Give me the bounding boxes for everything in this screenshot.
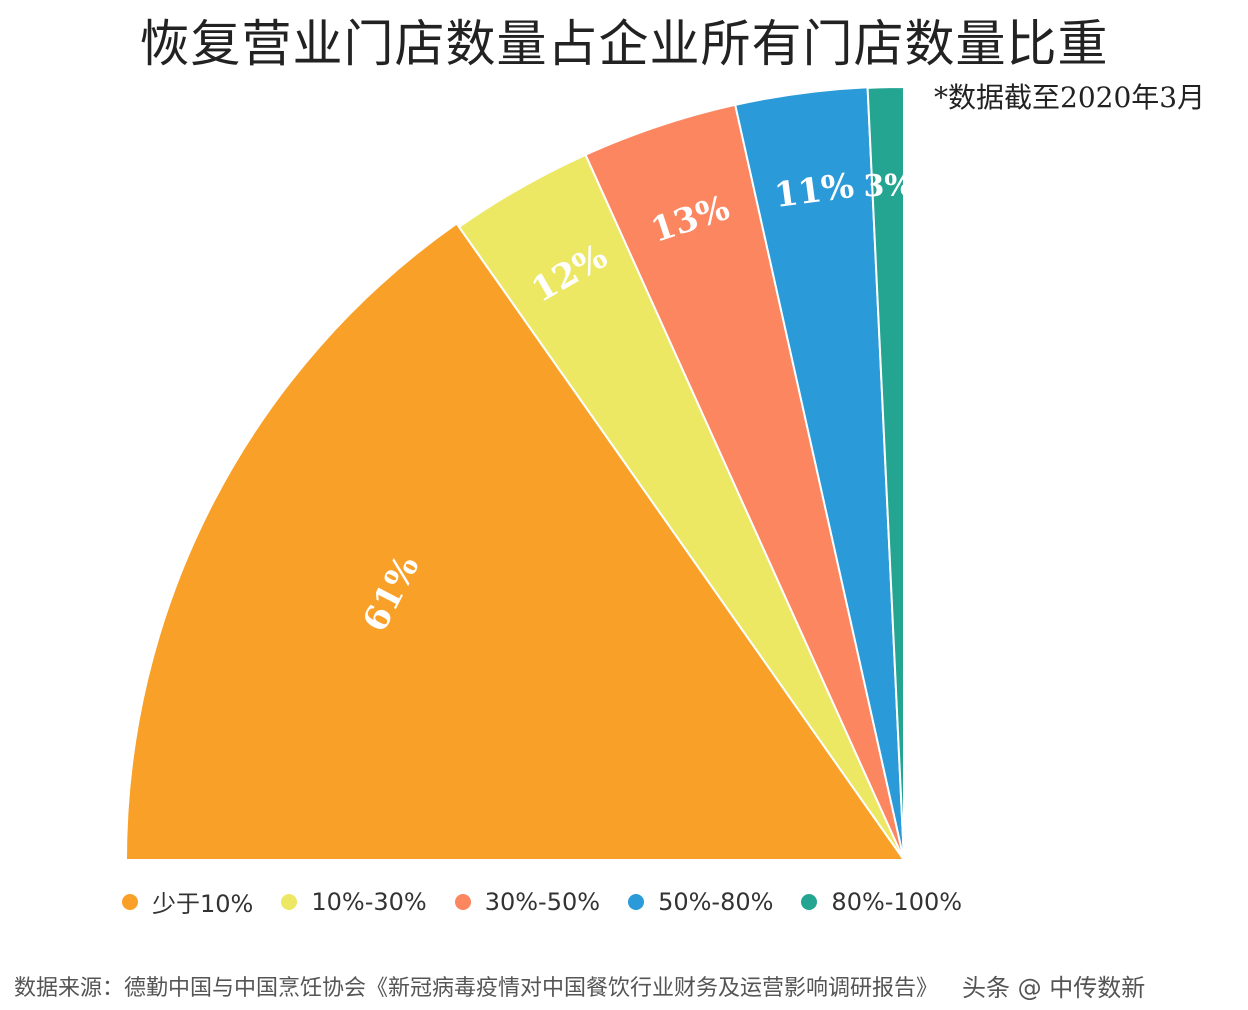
pie-slice-1 bbox=[124, 222, 906, 861]
legend-item-4: 50%-80% bbox=[628, 888, 773, 916]
legend-label-5: 80%-100% bbox=[831, 887, 963, 916]
legend-item-2: 10%-30% bbox=[281, 887, 427, 916]
legend-swatch-3 bbox=[454, 893, 471, 910]
chart-subtitle: *数据截至2020年3月 bbox=[934, 81, 1206, 114]
pie-slice-5 bbox=[866, 85, 905, 861]
legend-swatch-4 bbox=[628, 893, 645, 910]
legend-swatch-2 bbox=[281, 893, 298, 910]
legend-label-3: 30%-50% bbox=[484, 887, 601, 916]
legend-item-5: 80%-100% bbox=[801, 888, 962, 916]
legend-label-1: 少于10% bbox=[152, 890, 254, 918]
chart-title: 恢复营业门店数量占企业所有门店数量比重 bbox=[139, 15, 1109, 73]
legend: 少于10% 10%-30% 30%-50% 50%-80% 80%-100% bbox=[122, 884, 990, 919]
watermark: 头条 @ 中传数新 bbox=[962, 974, 1146, 1002]
source-note: 数据来源：德勤中国与中国烹饪协会《新冠病毒疫情对中国餐饮行业财务及运营影响调研报… bbox=[14, 976, 939, 1001]
legend-label-2: 10%-30% bbox=[311, 887, 427, 916]
legend-item-3: 30%-50% bbox=[454, 887, 601, 916]
legend-label-4: 50%-80% bbox=[658, 887, 774, 916]
pie-chart: 61%12%13% 11% 3% bbox=[124, 85, 913, 861]
legend-item-1: 少于10% bbox=[122, 884, 253, 919]
legend-swatch-5 bbox=[801, 893, 818, 910]
legend-swatch-1 bbox=[122, 893, 138, 910]
slice-label-5: 3% bbox=[863, 168, 913, 204]
